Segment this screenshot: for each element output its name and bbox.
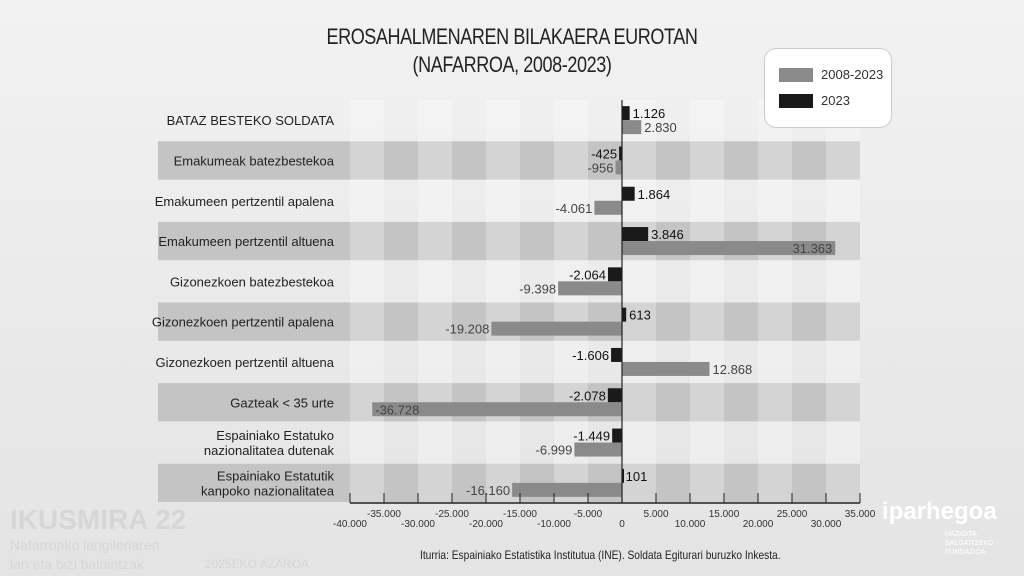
data-label: -425	[591, 146, 617, 161]
bar-2023	[607, 267, 622, 282]
watermark-logo: iparhegoa	[882, 498, 997, 525]
x-tick-label: 15.000	[709, 509, 740, 520]
bar-2008-2023	[574, 442, 622, 457]
bar-2023	[611, 347, 622, 362]
category-label: Espainiako Estatuko	[216, 428, 334, 443]
x-tick-label: -35.000	[367, 509, 401, 520]
category-label: Emakumeak batezbestekoa	[174, 153, 335, 168]
legend-swatch	[779, 67, 813, 82]
bar-2008-2023	[558, 281, 622, 296]
bar-2008-2023	[615, 160, 622, 175]
bar-2008-2023	[491, 321, 622, 336]
x-tick-label: -15.000	[503, 509, 537, 520]
watermark-line1: Nafarroako langileriaren	[10, 537, 160, 553]
x-tick-label: 5.000	[643, 509, 668, 520]
watermark-ikusmira: IKUSMIRA 22	[10, 504, 187, 535]
category-label: Gizonezkoen pertzentil altuena	[155, 355, 334, 370]
x-tick-label: -5.000	[574, 509, 603, 520]
x-tick-label: 10.000	[675, 519, 706, 530]
logo-sub-1: HAZIGITA	[945, 531, 977, 538]
data-label: -36.728	[375, 402, 419, 417]
bar-2023	[619, 146, 622, 161]
x-tick-label: 35.000	[845, 509, 876, 520]
category-label: Gizonezkoen pertzentil apalena	[152, 315, 335, 330]
column-band	[826, 100, 860, 503]
bar-2023	[622, 106, 630, 121]
x-tick-label: -30.000	[401, 519, 435, 530]
watermark-line2: lan eta bizi baldintzak	[10, 556, 144, 572]
bar-2023	[612, 428, 622, 443]
x-tick-label: 25.000	[777, 509, 808, 520]
data-label: 2.830	[644, 120, 677, 135]
x-tick-label: -20.000	[469, 519, 503, 530]
x-tick-label: -10.000	[537, 519, 571, 530]
data-label: -1.606	[572, 348, 609, 363]
column-band	[622, 100, 656, 503]
legend-label: 2008-2023	[821, 67, 884, 82]
chart-title: EROSAHALMENAREN BILAKAERA EUROTAN	[326, 24, 698, 49]
bar-2023	[622, 227, 649, 242]
bar-2008-2023	[594, 200, 622, 215]
column-band	[486, 100, 520, 503]
bar-2008-2023	[622, 241, 836, 256]
row-band	[158, 141, 860, 180]
data-label: -2.064	[569, 267, 606, 282]
data-label: -2.078	[569, 388, 606, 403]
category-label: Gazteak < 35 urte	[230, 395, 334, 410]
logo-sub-2: SALGAITZEKO	[945, 540, 994, 547]
column-band	[758, 100, 792, 503]
column-band	[554, 100, 588, 503]
column-band	[350, 100, 384, 503]
x-tick-label: -40.000	[333, 519, 367, 530]
data-label: 101	[626, 469, 648, 484]
data-label: -956	[587, 160, 613, 175]
chart-subtitle: (NAFARROA, 2008-2023)	[412, 52, 612, 77]
bar-2008-2023	[622, 361, 710, 376]
category-label: Emakumeen pertzentil altuena	[158, 234, 334, 249]
category-label: Espainiako Estatutik	[217, 468, 335, 483]
data-label: 12.868	[713, 362, 753, 377]
data-label: -6.999	[536, 443, 573, 458]
legend-item-2008-2023: 2008-2023	[779, 67, 883, 82]
legend-swatch	[779, 93, 813, 108]
bar-2008-2023	[372, 402, 622, 417]
bar-2023	[622, 468, 624, 483]
bar-2008-2023	[512, 482, 622, 497]
data-label: -19.208	[445, 322, 489, 337]
x-tick-label: 0	[619, 519, 625, 530]
source-note: Iturria: Espainiako Estatistika Institut…	[420, 548, 781, 562]
watermark-logo-sub: HAZIGITA SALGAITZEKO FUNDAZIOA	[945, 530, 994, 557]
legend-item-2023: 2023	[779, 93, 850, 108]
watermark-date: 2025EKO AZAROA	[205, 557, 310, 571]
data-label: 613	[629, 308, 651, 323]
x-tick-label: -25.000	[435, 509, 469, 520]
bar-2023	[607, 388, 622, 403]
data-label: 31.363	[793, 241, 833, 256]
data-label: 3.846	[651, 227, 684, 242]
data-label: -4.061	[556, 201, 593, 216]
data-label: 1.864	[638, 187, 671, 202]
category-label: Gizonezkoen batezbestekoa	[170, 274, 335, 289]
logo-sub-3: FUNDAZIOA	[945, 549, 986, 556]
row-band	[158, 463, 860, 502]
bar-2008-2023	[622, 120, 642, 135]
category-label: kanpoko nazionalitatea	[201, 483, 335, 498]
bar-2023	[622, 307, 627, 322]
category-label: BATAZ BESTEKO SOLDATA	[167, 113, 335, 128]
category-label: nazionalitatea dutenak	[204, 443, 335, 458]
bar-2023	[622, 186, 635, 201]
column-band	[690, 100, 724, 503]
column-band	[418, 100, 452, 503]
legend-label: 2023	[821, 93, 850, 108]
category-label: Emakumeen pertzentil apalena	[155, 194, 335, 209]
data-label: -1.449	[573, 429, 610, 444]
legend: 2008-2023 2023	[764, 48, 892, 128]
x-tick-label: 20.000	[743, 519, 774, 530]
data-label: -16.160	[466, 483, 510, 498]
data-label: -9.398	[519, 281, 556, 296]
data-label: 1.126	[633, 106, 666, 121]
x-tick-label: 30.000	[811, 519, 842, 530]
